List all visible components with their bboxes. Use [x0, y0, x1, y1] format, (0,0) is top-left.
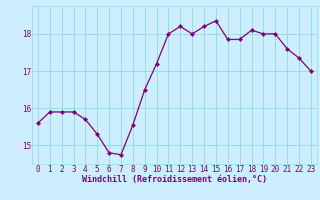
X-axis label: Windchill (Refroidissement éolien,°C): Windchill (Refroidissement éolien,°C)	[82, 175, 267, 184]
